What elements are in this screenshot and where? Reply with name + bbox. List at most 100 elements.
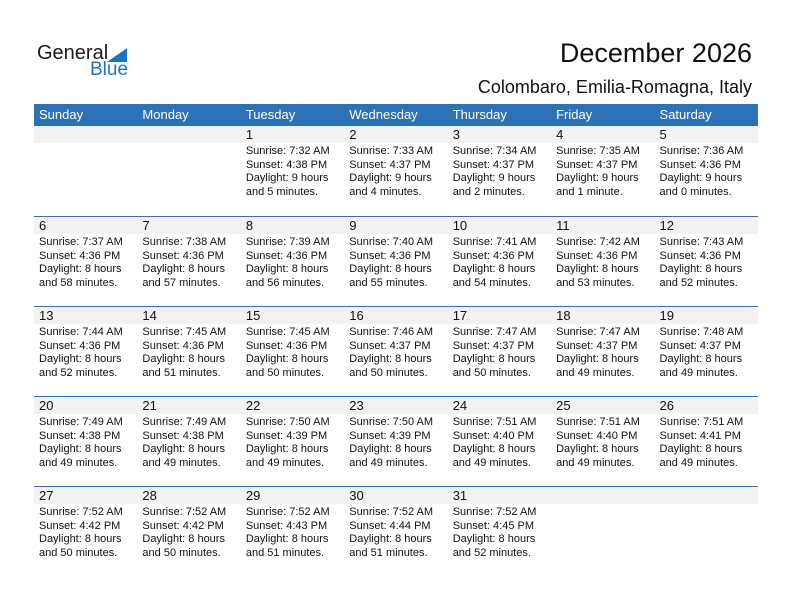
daylight-minutes-text: and 50 minutes. — [349, 366, 428, 379]
daylight-text: Daylight: 8 hours — [659, 353, 743, 365]
daylight-minutes-text: and 53 minutes. — [556, 276, 635, 289]
sunset-text: Sunset: 4:36 PM — [245, 249, 328, 262]
sunset-text: Sunset: 4:39 PM — [349, 429, 431, 442]
day-cell: Sunrise: 7:33 AM Sunset: 4:37 PM Daylight:… — [344, 143, 447, 199]
sunset-text: Sunset: 4:44 PM — [349, 519, 431, 532]
daylight-minutes-text: and 56 minutes. — [245, 276, 325, 289]
day-number: 20 — [39, 398, 54, 413]
day-number — [34, 126, 137, 143]
daylight-minutes-text: and 52 minutes. — [452, 546, 531, 559]
day-cell: Sunrise: 7:43 AM Sunset: 4:36 PM Daylight:… — [655, 234, 758, 290]
day-cell: Sunrise: 7:45 AM Sunset: 4:36 PM Daylight:… — [137, 324, 240, 380]
day-number — [551, 487, 654, 504]
day-cell: Sunrise: 7:49 AM Sunset: 4:38 PM Daylight:… — [34, 414, 137, 470]
daylight-minutes-text: and 58 minutes. — [39, 276, 118, 289]
day-number: 21 — [142, 398, 157, 413]
sunrise-text: Sunrise: 7:44 AM — [39, 326, 123, 338]
day-number: 14 — [142, 308, 157, 323]
sunset-text: Sunset: 4:40 PM — [556, 429, 638, 442]
weekday-thursday: Thursday — [452, 107, 507, 122]
day-cell: Sunrise: 7:32 AM Sunset: 4:38 PM Daylight:… — [241, 143, 344, 199]
sunset-text: Sunset: 4:36 PM — [659, 249, 741, 262]
day-cell: Sunrise: 7:39 AM Sunset: 4:36 PM Daylight:… — [241, 234, 344, 290]
day-cell: Sunrise: 7:42 AM Sunset: 4:36 PM Daylight:… — [551, 234, 654, 290]
day-cell — [34, 143, 137, 199]
sunset-text: Sunset: 4:37 PM — [659, 339, 741, 352]
sunset-text: Sunset: 4:36 PM — [659, 158, 741, 171]
daylight-text: Daylight: 8 hours — [556, 263, 639, 275]
day-cell: Sunrise: 7:50 AM Sunset: 4:39 PM Daylight:… — [241, 414, 344, 470]
date-band: 20 21 22 23 24 25 26 — [34, 397, 758, 414]
day-number: 1 — [245, 127, 254, 142]
daylight-minutes-text: and 51 minutes. — [245, 546, 325, 559]
sunrise-text: Sunrise: 7:34 AM — [452, 145, 537, 157]
sunrise-text: Sunrise: 7:37 AM — [39, 236, 123, 248]
daylight-text: Daylight: 8 hours — [39, 443, 122, 455]
sunrise-text: Sunrise: 7:52 AM — [39, 506, 123, 518]
date-band: 27 28 29 30 31 — [34, 487, 758, 504]
day-number: 12 — [659, 218, 674, 233]
daylight-minutes-text: and 1 minute. — [556, 185, 623, 198]
day-cell: Sunrise: 7:47 AM Sunset: 4:37 PM Daylight:… — [448, 324, 551, 380]
daylight-text: Daylight: 8 hours — [452, 353, 536, 365]
day-cell: Sunrise: 7:49 AM Sunset: 4:38 PM Daylight:… — [137, 414, 240, 470]
day-cell: Sunrise: 7:52 AM Sunset: 4:43 PM Daylight:… — [241, 504, 344, 560]
weekday-tuesday: Tuesday — [245, 107, 296, 122]
week-row: 27 28 29 30 31 Sunrise: 7:52 AM Sunset: 4:42 P… — [34, 486, 758, 576]
sunrise-text: Sunrise: 7:47 AM — [556, 326, 640, 338]
weekday-wednesday: Wednesday — [349, 107, 418, 122]
day-cell: Sunrise: 7:52 AM Sunset: 4:44 PM Daylight:… — [344, 504, 447, 560]
day-number: 3 — [452, 127, 460, 142]
sunset-text: Sunset: 4:42 PM — [39, 519, 121, 532]
day-number: 22 — [245, 398, 261, 413]
daylight-text: Daylight: 8 hours — [349, 533, 432, 545]
sunset-text: Sunset: 4:36 PM — [349, 249, 431, 262]
sunrise-text: Sunrise: 7:46 AM — [349, 326, 434, 338]
daylight-text: Daylight: 8 hours — [245, 443, 329, 455]
day-info-row: Sunrise: 7:32 AM Sunset: 4:38 PM Daylight:… — [34, 143, 758, 199]
calendar-grid: Sunday Monday Tuesday Wednesday Thursday Frid… — [34, 104, 758, 576]
day-number: 30 — [349, 488, 364, 503]
daylight-minutes-text: and 2 minutes. — [452, 185, 525, 198]
daylight-text: Daylight: 8 hours — [349, 263, 432, 275]
day-cell — [655, 504, 758, 560]
day-number: 18 — [556, 308, 571, 323]
sunset-text: Sunset: 4:36 PM — [452, 249, 535, 262]
day-cell: Sunrise: 7:36 AM Sunset: 4:36 PM Daylight:… — [655, 143, 758, 199]
daylight-text: Daylight: 8 hours — [556, 443, 639, 455]
day-number: 13 — [39, 308, 54, 323]
daylight-minutes-text: and 49 minutes. — [659, 456, 738, 469]
daylight-text: Daylight: 8 hours — [245, 533, 329, 545]
day-number: 31 — [452, 488, 468, 503]
day-number: 28 — [142, 488, 157, 503]
daylight-minutes-text: and 49 minutes. — [452, 456, 531, 469]
day-number: 17 — [452, 308, 468, 323]
day-number: 25 — [556, 398, 571, 413]
sunset-text: Sunset: 4:42 PM — [142, 519, 224, 532]
sunrise-text: Sunrise: 7:51 AM — [659, 416, 744, 428]
sunrise-text: Sunrise: 7:47 AM — [452, 326, 537, 338]
daylight-minutes-text: and 49 minutes. — [556, 456, 635, 469]
daylight-text: Daylight: 8 hours — [245, 263, 329, 275]
sunset-text: Sunset: 4:36 PM — [245, 339, 328, 352]
day-cell: Sunrise: 7:52 AM Sunset: 4:42 PM Daylight:… — [137, 504, 240, 560]
day-number: 4 — [556, 127, 564, 142]
logo-triangle-icon — [107, 48, 127, 62]
day-cell: Sunrise: 7:35 AM Sunset: 4:37 PM Daylight:… — [551, 143, 654, 199]
daylight-minutes-text: and 5 minutes. — [245, 185, 318, 198]
sunrise-text: Sunrise: 7:39 AM — [245, 236, 330, 248]
day-cell: Sunrise: 7:44 AM Sunset: 4:36 PM Daylight:… — [34, 324, 137, 380]
daylight-text: Daylight: 8 hours — [39, 263, 122, 275]
weekday-sunday: Sunday — [39, 107, 84, 122]
daylight-text: Daylight: 9 hours — [349, 172, 432, 184]
date-band: 13 14 15 16 17 18 19 — [34, 307, 758, 324]
daylight-minutes-text: and 57 minutes. — [142, 276, 221, 289]
sunset-text: Sunset: 4:40 PM — [452, 429, 535, 442]
sunset-text: Sunset: 4:37 PM — [349, 339, 431, 352]
location-subtitle: Colombaro, Emilia-Romagna, Italy — [477, 77, 752, 97]
sunset-text: Sunset: 4:45 PM — [452, 519, 535, 532]
sunrise-text: Sunrise: 7:52 AM — [142, 506, 227, 518]
weekday-monday: Monday — [142, 107, 189, 122]
sunset-text: Sunset: 4:38 PM — [142, 429, 224, 442]
